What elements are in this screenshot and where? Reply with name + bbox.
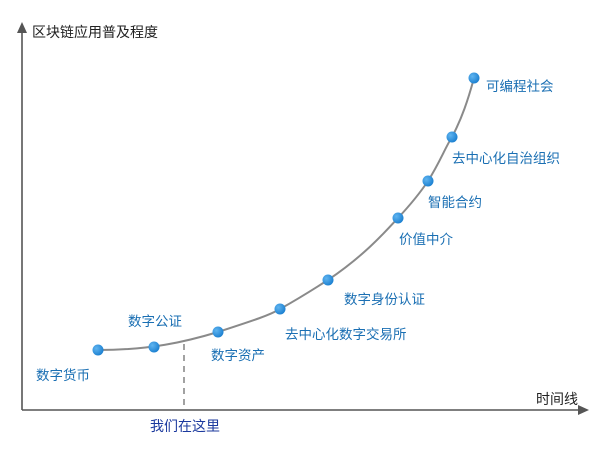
stage-point [212, 326, 224, 338]
stage-label-dao: 去中心化自治组织 [452, 151, 560, 167]
x-axis-arrow-icon [578, 405, 589, 415]
stage-point [422, 175, 434, 187]
stage-label-digital-assets: 数字资产 [211, 348, 265, 364]
stage-label-digital-notarization: 数字公证 [128, 314, 182, 330]
stage-points [92, 72, 480, 356]
adoption-curve [97, 77, 475, 351]
stage-point [274, 303, 286, 315]
stage-label-smart-contracts: 智能合约 [428, 195, 482, 211]
x-axis-title: 时间线 [536, 392, 578, 408]
stage-label-decentralized-exchange: 去中心化数字交易所 [285, 326, 407, 343]
stage-point [468, 72, 480, 84]
stage-label-value-intermediary: 价值中介 [399, 232, 453, 248]
stage-point [392, 212, 404, 224]
y-axis-title: 区块链应用普及程度 [32, 24, 158, 41]
stage-point [446, 131, 458, 143]
stage-label-digital-currency: 数字货币 [36, 367, 90, 384]
stage-point [322, 274, 334, 286]
current-position-label: 我们在这里 [150, 418, 220, 435]
stage-point [148, 341, 160, 353]
stage-label-programmable-society: 可编程社会 [486, 79, 554, 95]
stage-point [92, 344, 104, 356]
stage-label-digital-identity: 数字身份认证 [344, 292, 425, 308]
y-axis-arrow-icon [17, 22, 27, 33]
